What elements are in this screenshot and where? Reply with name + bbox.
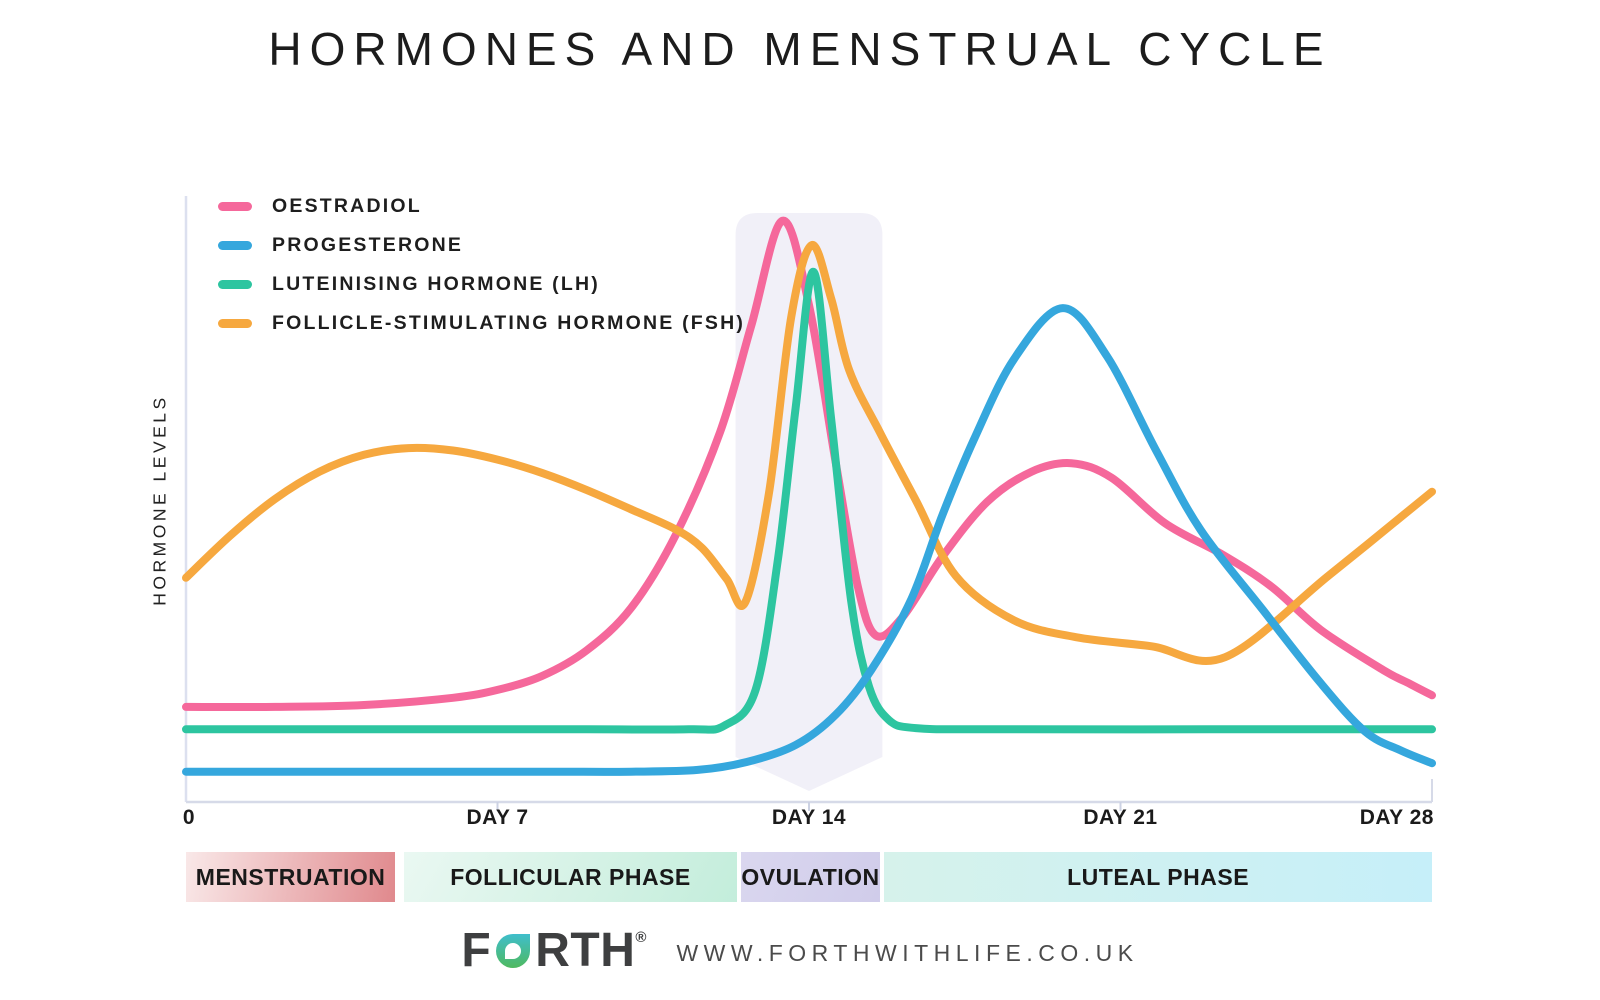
forth-logo: F RTH ® xyxy=(461,927,646,975)
page-title: HORMONES AND MENSTRUAL CYCLE xyxy=(268,23,1332,75)
brand-letter-f: F xyxy=(461,924,492,977)
x-axis-ticks xyxy=(496,779,1433,811)
progesterone-curve xyxy=(182,304,1436,776)
phase-label: LUTEAL PHASE xyxy=(1067,863,1250,890)
legend-label: LUTEINISING HORMONE (LH) xyxy=(272,272,600,295)
chart-legend: OESTRADIOL PROGESTERONE LUTEINISING HORM… xyxy=(218,194,745,335)
phase-luteal: LUTEAL PHASE xyxy=(884,852,1432,902)
forth-droplet-o-icon xyxy=(496,934,531,968)
legend-item-fsh: FOLLICLE-STIMULATING HORMONE (FSH) xyxy=(218,311,745,335)
legend-item-lh: LUTEINISING HORMONE (LH) xyxy=(218,272,745,296)
fsh-curve xyxy=(182,241,1436,665)
registered-mark: ® xyxy=(635,929,647,946)
x-tick-day0: 0 xyxy=(182,806,196,829)
website-url: WWW.FORTHWITHLIFE.CO.UK xyxy=(676,939,1139,966)
oestradiol-swatch-icon xyxy=(218,201,252,211)
legend-label: FOLLICLE-STIMULATING HORMONE (FSH) xyxy=(272,311,746,334)
x-tick-day7: DAY 7 xyxy=(466,806,529,829)
phase-ovulation: OVULATION xyxy=(740,852,881,902)
phase-menstruation: MENSTRUATION xyxy=(186,852,396,902)
legend-label: PROGESTERONE xyxy=(272,233,464,256)
phase-follicular: FOLLICULAR PHASE xyxy=(404,852,737,902)
chart-axes xyxy=(184,196,1433,811)
x-tick-day14: DAY 14 xyxy=(771,806,847,829)
x-tick-day21: DAY 21 xyxy=(1083,806,1158,829)
progesterone-swatch-icon xyxy=(218,240,252,250)
phase-label: MENSTRUATION xyxy=(195,863,386,890)
y-axis-title: HORMONE LEVELS xyxy=(149,394,170,606)
hormone-curves xyxy=(182,216,1436,776)
legend-item-oestradiol: OESTRADIOL xyxy=(218,194,745,218)
phase-label: OVULATION xyxy=(741,863,880,890)
footer: F RTH ® WWW.FORTHWITHLIFE.CO.UK xyxy=(0,916,1600,986)
cycle-phase-strip: MENSTRUATION FOLLICULAR PHASE OVULATION … xyxy=(0,852,1600,902)
phase-label: FOLLICULAR PHASE xyxy=(450,863,691,890)
brand-letters-rth: RTH xyxy=(535,924,636,977)
x-tick-day28: DAY 28 xyxy=(1359,806,1434,829)
legend-label: OESTRADIOL xyxy=(272,194,422,217)
fsh-swatch-icon xyxy=(218,318,252,328)
lh-curve xyxy=(182,267,1436,734)
lh-swatch-icon xyxy=(218,279,252,289)
legend-item-progesterone: PROGESTERONE xyxy=(218,233,745,257)
